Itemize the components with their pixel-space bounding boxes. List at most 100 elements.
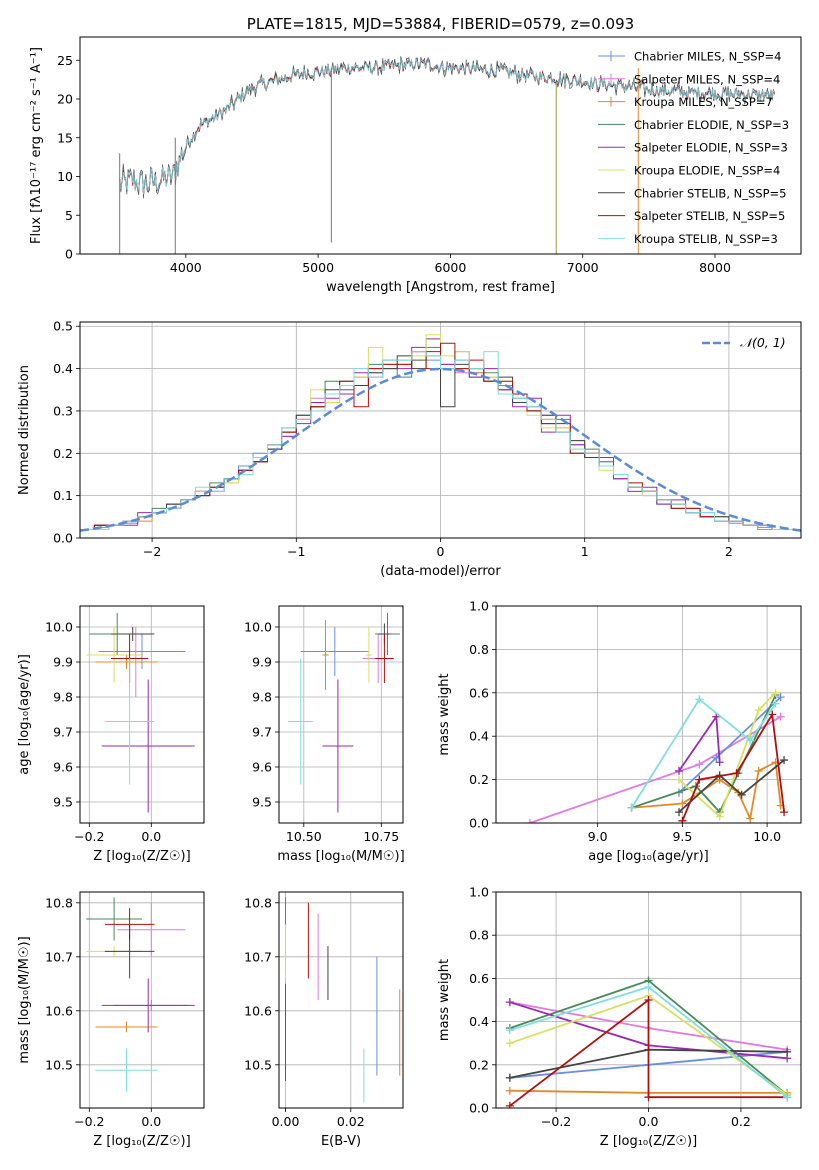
mass-weight-marker xyxy=(746,736,755,745)
y-tick-label: 9.6 xyxy=(252,760,272,775)
mass-weight-line-chabrier_stelib xyxy=(678,759,785,813)
legend-label-salpeter_miles: Salpeter MILES, N_SSP=4 xyxy=(634,72,780,86)
panel-massweight_vs_age: 9.0 9.5 10.0 0.0 0.2 0.4 0.6 0.8 1.0 age [log₁₀(a… xyxy=(437,599,802,864)
panel-residuals: −2 −1 0 1 2 0.0 0.1 0.2 0.3 0.4 0.5 (data-model)/er… xyxy=(17,319,802,579)
plot-area xyxy=(288,613,400,813)
mass-weight-marker xyxy=(675,766,683,775)
mass-weight-marker xyxy=(695,695,704,704)
mass-weight-marker xyxy=(505,1026,514,1035)
errorbar-salpeter_elodie xyxy=(101,978,195,1033)
mass-weight-marker xyxy=(768,710,777,719)
mass-weight-marker xyxy=(754,766,763,775)
mass-weight-marker xyxy=(505,998,514,1007)
mass-weight-marker xyxy=(644,983,653,992)
y-tick-label: 0.0 xyxy=(469,816,489,831)
x-tick-label: 10.75 xyxy=(363,829,399,844)
y-tick-label: 9.8 xyxy=(53,690,73,705)
mass-weight-marker xyxy=(737,790,746,799)
chart-title: PLATE=1815, MJD=53884, FIBERID=0579, z=0… xyxy=(247,15,634,33)
x-tick-label: −0.2 xyxy=(74,829,104,844)
mass-weight-line-salpeter_stelib xyxy=(509,998,788,1107)
mass-weight-line-chabrier_miles xyxy=(678,696,782,794)
errorbar-kroupa_miles xyxy=(95,1021,158,1033)
errorbar-salpeter_miles xyxy=(117,902,186,957)
y-tick-label: 0.8 xyxy=(469,642,489,657)
x-axis-label: Z [log₁₀(Z/Z☉)] xyxy=(93,849,190,864)
y-tick-label: 0.4 xyxy=(469,1014,489,1029)
mass-weight-line-salpeter_stelib xyxy=(681,711,785,822)
y-tick-label: 0.0 xyxy=(53,531,73,546)
y-axis-label: mass [log₁₀(M/M☉)] xyxy=(17,936,32,1063)
y-tick-label: 10.0 xyxy=(244,620,272,635)
y-tick-label: 0 xyxy=(65,247,73,262)
x-axis-label: Z [log₁₀(Z/Z☉)] xyxy=(600,1134,697,1149)
x-axis-label: wavelength [Angstrom, rest frame] xyxy=(326,280,555,295)
mass-weight-marker xyxy=(678,799,687,808)
plot-area xyxy=(80,334,801,538)
legend-label-salpeter_elodie: Salpeter ELODIE, N_SSP=3 xyxy=(634,141,788,155)
y-tick-label: 5 xyxy=(65,208,73,223)
y-tick-label: 0.2 xyxy=(469,772,489,787)
x-tick-label: 0.02 xyxy=(337,1114,365,1129)
panel-age_vs_Z: −0.2 0.0 9.5 9.6 9.7 9.8 9.9 10.0 Z [log₁₀(Z/Z☉)… xyxy=(17,605,205,864)
mass-weight-marker xyxy=(715,812,724,821)
panel-mass_vs_Z: −0.2 0.0 10.5 10.6 10.7 10.8 Z [log₁₀(Z/Z☉)] ma… xyxy=(17,891,205,1149)
x-tick-label: 4000 xyxy=(170,260,202,275)
legend-label-chabrier_miles: Chabrier MILES, N_SSP=4 xyxy=(634,50,781,64)
normal-curve xyxy=(80,367,801,532)
mass-weight-marker xyxy=(675,775,683,784)
errorbar-salpeter_elodie xyxy=(322,679,354,813)
mass-weight-marker xyxy=(505,1039,514,1048)
plot-area xyxy=(525,688,789,823)
x-tick-label: 0.0 xyxy=(141,829,161,844)
errorbar-chabrier_miles xyxy=(98,634,186,669)
errorbar-salpeter_stelib xyxy=(375,634,394,683)
y-tick-label: 10 xyxy=(57,169,73,184)
axes-frame xyxy=(495,891,802,1109)
x-tick-label: 5000 xyxy=(302,260,334,275)
axes-frame xyxy=(278,605,404,824)
mass-weight-marker xyxy=(695,775,704,784)
mass-weight-marker xyxy=(505,1073,514,1082)
legend-label-chabrier_stelib: Chabrier STELIB, N_SSP=5 xyxy=(634,186,786,200)
panel-mass_vs_ebv: 0.00 0.02 10.5 10.6 10.7 10.8 E(B-V) xyxy=(244,891,404,1149)
x-axis-label: (data-model)/error xyxy=(380,564,501,579)
legend: 𝒩(0, 1) xyxy=(702,335,786,350)
mass-weight-marker xyxy=(771,688,780,697)
y-tick-label: 0.5 xyxy=(53,319,73,334)
axes-frame xyxy=(495,605,802,824)
x-tick-label: 0.0 xyxy=(141,1114,161,1129)
y-tick-label: 10.7 xyxy=(244,949,272,964)
axes-frame xyxy=(278,891,404,1109)
mass-weight-marker xyxy=(783,1047,792,1056)
y-tick-label: 1.0 xyxy=(469,885,489,900)
mass-weight-marker xyxy=(695,760,704,769)
y-tick-label: 10.7 xyxy=(45,949,73,964)
y-tick-label: 1.0 xyxy=(469,599,489,614)
y-tick-label: 25 xyxy=(57,53,73,68)
y-tick-label: 10.0 xyxy=(45,620,73,635)
y-tick-label: 9.8 xyxy=(252,690,272,705)
x-tick-label: 9.0 xyxy=(588,829,608,844)
y-tick-label: 9.7 xyxy=(252,725,272,740)
y-tick-label: 10.8 xyxy=(244,895,272,910)
y-tick-label: 9.9 xyxy=(252,655,272,670)
errorbar-kroupa_stelib xyxy=(104,658,155,785)
errorbar-kroupa_stelib xyxy=(288,658,314,785)
errorbar-kroupa_elodie xyxy=(86,627,142,683)
errorbar-salpeter_elodie xyxy=(101,679,195,813)
y-tick-label: 0.3 xyxy=(53,403,73,418)
y-tick-label: 9.5 xyxy=(252,795,272,810)
y-axis-label: Normed distribution xyxy=(17,365,32,495)
errorbar-kroupa_stelib xyxy=(95,1048,158,1092)
x-tick-label: 1 xyxy=(581,544,589,559)
hist-kroupa_stelib xyxy=(80,351,801,538)
y-tick-label: 0.2 xyxy=(469,1057,489,1072)
panel-age_vs_mass: 10.50 10.75 9.5 9.6 9.7 9.8 9.9 10.0 mass [log₁₀… xyxy=(244,605,405,864)
x-tick-label: −0.2 xyxy=(541,1114,571,1129)
mass-weight-marker xyxy=(715,758,724,767)
x-tick-label: 0.00 xyxy=(272,1114,300,1129)
y-tick-label: 0.2 xyxy=(53,446,73,461)
legend-label-normal: 𝒩(0, 1) xyxy=(740,335,786,350)
